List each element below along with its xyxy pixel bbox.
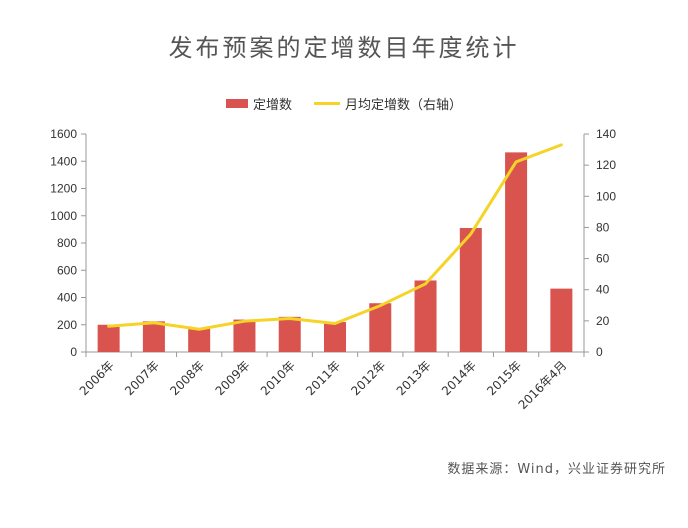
legend-item-bar: 定增数 <box>225 94 292 113</box>
x-tick-label: 2015年 <box>484 358 524 398</box>
legend-bar-swatch <box>225 99 248 108</box>
bar <box>505 152 528 352</box>
x-tick-label: 2011年 <box>303 358 343 398</box>
legend: 定增数 月均定增数（右轴） <box>0 94 688 113</box>
y-right-tick-label: 100 <box>596 189 616 203</box>
y-right-tick-label: 120 <box>596 158 616 172</box>
bar <box>369 303 392 352</box>
y-left-tick-label: 400 <box>57 291 77 305</box>
x-tick-label: 2006年 <box>77 358 117 398</box>
bar <box>550 288 573 352</box>
bar <box>459 228 482 352</box>
y-left-tick-label: 1000 <box>50 209 77 223</box>
x-tick-label: 2007年 <box>122 358 162 398</box>
line-series <box>107 143 563 331</box>
x-tick-label: 2009年 <box>213 358 253 398</box>
y-left-tick-label: 1400 <box>50 154 77 168</box>
y-right-tick-label: 80 <box>596 220 610 234</box>
y-right-tick-label: 40 <box>596 283 610 297</box>
chart-title: 发布预案的定增数目年度统计 <box>168 34 520 62</box>
y-left-tick-label: 1600 <box>50 127 77 141</box>
y-right-tick-label: 20 <box>596 314 610 328</box>
legend-bar-label: 定增数 <box>252 98 292 113</box>
y-left-tick-label: 800 <box>57 236 77 250</box>
bar <box>233 319 256 352</box>
legend-item-line: 月均定增数（右轴） <box>314 94 462 113</box>
x-tick-label: 2010年 <box>258 358 298 398</box>
x-tick-label: 2012年 <box>348 358 388 398</box>
bar <box>97 324 120 352</box>
legend-line-swatch <box>314 102 340 105</box>
y-right-tick-label: 140 <box>596 127 616 141</box>
bar <box>142 321 165 352</box>
legend-line-label: 月均定增数（右轴） <box>345 98 463 113</box>
bar <box>278 316 301 352</box>
y-right-tick-label: 0 <box>596 345 603 359</box>
x-tick-label: 2016年4月 <box>516 358 570 412</box>
x-tick-label: 2014年 <box>439 358 479 398</box>
x-tick-label: 2013年 <box>394 358 434 398</box>
y-left-tick-label: 200 <box>57 318 77 332</box>
y-left-tick-label: 600 <box>57 263 77 277</box>
y-left-tick-label: 1200 <box>50 182 77 196</box>
bar <box>188 328 211 352</box>
bar <box>324 322 346 352</box>
bar <box>414 280 437 352</box>
x-tick-label: 2008年 <box>167 358 207 398</box>
y-right-tick-label: 60 <box>596 252 610 266</box>
y-left-tick-label: 0 <box>70 345 77 359</box>
source-note: 数据来源：Wind，兴业证券研究所 <box>447 462 666 477</box>
